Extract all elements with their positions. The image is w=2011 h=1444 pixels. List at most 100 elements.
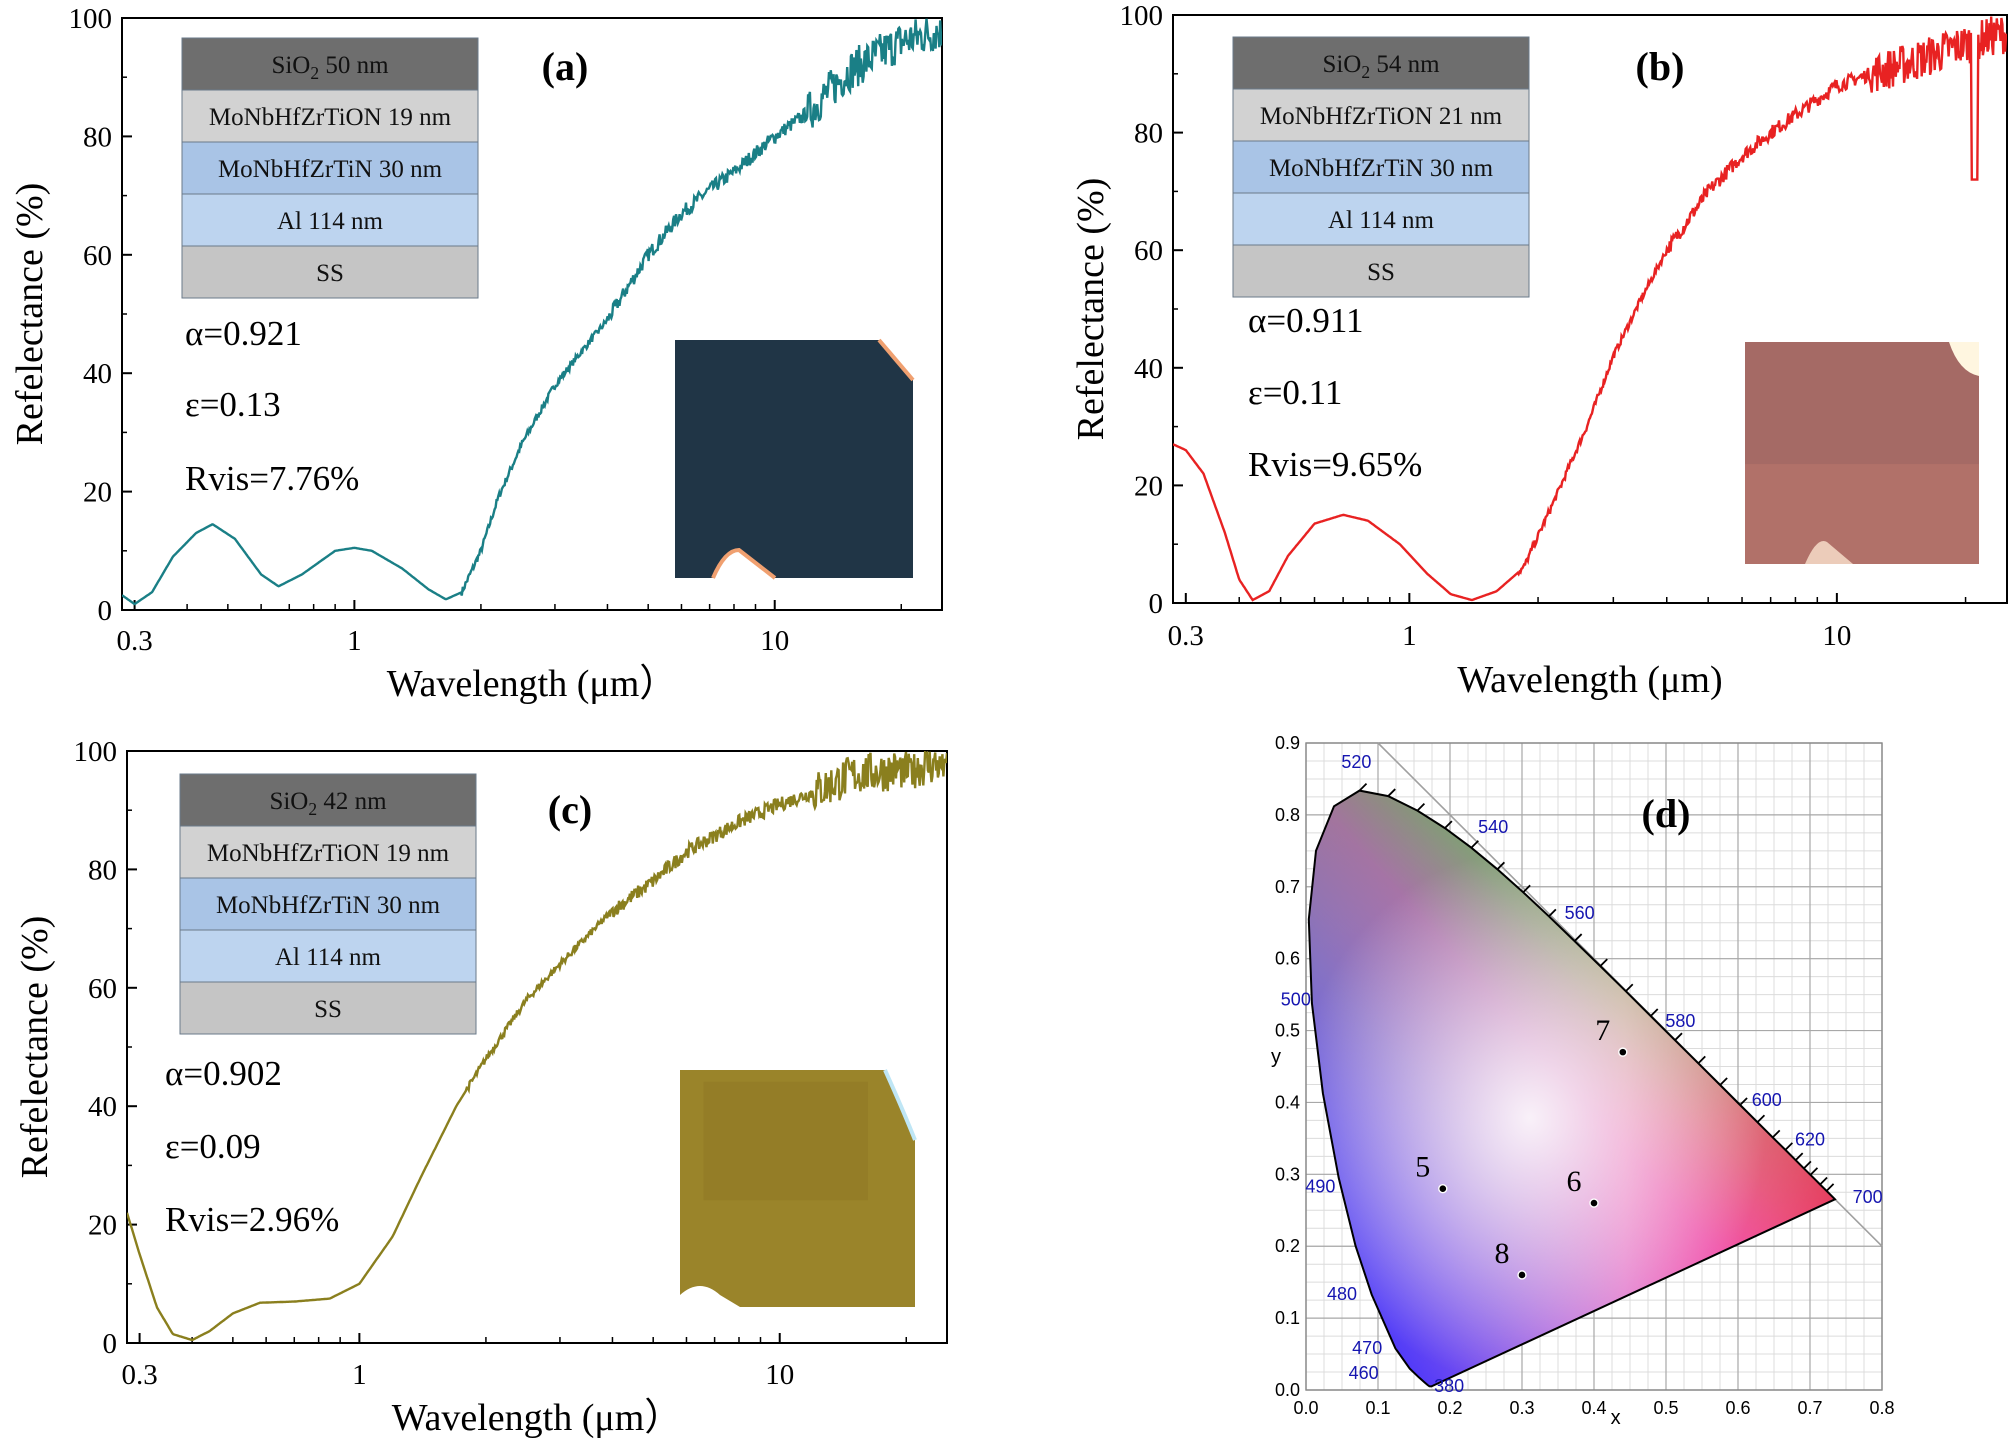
- x-tick-label: 0.3: [1168, 620, 1204, 652]
- sample-photo-corner: [1949, 342, 1979, 376]
- sample-photo-corner: [1805, 540, 1853, 564]
- panel-label: (a): [542, 44, 589, 89]
- locus-tick: [1650, 1008, 1659, 1017]
- y-tick-label: 20: [83, 477, 112, 509]
- y-tick-label: 0: [98, 595, 113, 627]
- sample-photo-corner: [713, 550, 775, 578]
- optical-stat-label: ε=0.13: [185, 385, 281, 424]
- locus-tick: [1674, 1032, 1683, 1041]
- sample-photo-edge-glow: [877, 338, 915, 382]
- panel-label: (c): [548, 787, 592, 832]
- y-tick-label: 0: [1149, 588, 1164, 620]
- x-tick-label: 0.6: [1725, 1398, 1750, 1418]
- sample-photo-shade: [680, 1070, 915, 1307]
- y-tick-label: 0.1: [1275, 1308, 1300, 1328]
- layer-stack-layer: [1232, 88, 1530, 142]
- layer-stack-layer: [1232, 140, 1530, 194]
- sample-point-label: 8: [1495, 1237, 1510, 1270]
- x-axis-label: Wavelength (μm）: [392, 1397, 683, 1439]
- x-tick-label: 1: [1402, 620, 1417, 652]
- x-tick-label: 0.5: [1653, 1398, 1678, 1418]
- locus-tick: [1599, 958, 1608, 967]
- layer-stack-label: MoNbHfZrTiON 21 nm: [1260, 103, 1503, 130]
- layer-stack-layer: [179, 877, 477, 931]
- sample-photo-tint: [1745, 464, 1979, 564]
- locus-tick: [1756, 1114, 1766, 1123]
- plot-area: [127, 751, 947, 1342]
- x-tick-label: 0.2: [1437, 1398, 1462, 1418]
- plot-area: [1173, 16, 2007, 602]
- layer-stack-layer: [1232, 36, 1530, 90]
- wavelength-label: 600: [1752, 1090, 1782, 1110]
- chart-panel-c: 0 20 40 60 80 100 0.3 1 10 Wavelength (μm） Refelec…: [14, 736, 948, 1439]
- layer-stack-label: Al 114 nm: [1328, 207, 1435, 234]
- sample-photo-shade: [675, 340, 913, 578]
- layer-stack-label: MoNbHfZrTiN 30 nm: [216, 892, 441, 919]
- y-tick-label: 0.6: [1275, 949, 1300, 969]
- sample-photo-edge-glow: [883, 1069, 917, 1141]
- sample-photo-surface: [680, 1070, 915, 1307]
- y-tick-label: 20: [88, 1210, 117, 1242]
- optical-stat-label: ε=0.09: [165, 1127, 261, 1166]
- locus-tick: [1387, 788, 1396, 797]
- layer-stack-layer: [179, 773, 477, 827]
- y-tick-label: 80: [83, 121, 112, 153]
- optical-stat-label: ε=0.11: [1248, 373, 1342, 412]
- x-tick-label: 0.4: [1581, 1398, 1606, 1418]
- sample-photo: [680, 1069, 917, 1307]
- wavelength-label: 380: [1434, 1376, 1464, 1396]
- layer-stack-layer: [179, 825, 477, 879]
- chart-panel-a: 0 20 40 60 80 100 0.3 1 10 Wavelength (μm） Refelec…: [9, 3, 943, 705]
- locus-tick: [1795, 1152, 1804, 1161]
- layer-stack-layer: [179, 981, 477, 1035]
- y-tick-label: 0.9: [1275, 733, 1300, 753]
- sample-photo-surface: [1745, 342, 1979, 564]
- x-tick-label: 0.7: [1797, 1398, 1822, 1418]
- locus-tick: [1573, 933, 1583, 942]
- optical-stat-label: α=0.902: [165, 1054, 282, 1093]
- x-tick-label: 10: [760, 625, 789, 657]
- x-tick-label: 0.3: [121, 1359, 157, 1391]
- y-tick-label: 100: [1120, 0, 1164, 32]
- sample-photo-surface: [675, 340, 913, 578]
- sample-point-label: 7: [1595, 1014, 1610, 1047]
- layer-stack-label: MoNbHfZrTiON 19 nm: [207, 840, 450, 867]
- sample-photo: [675, 338, 915, 580]
- wavelength-label: 480: [1327, 1284, 1357, 1304]
- y-tick-label: 40: [83, 358, 112, 390]
- y-tick-label: 60: [1134, 235, 1163, 267]
- locus-tick: [1809, 1167, 1819, 1176]
- layer-stack-label: MoNbHfZrTiON 19 nm: [209, 104, 452, 131]
- plot-area: [122, 18, 942, 606]
- y-axis-label: Refelectance (%): [14, 916, 56, 1179]
- y-tick-label: 0.5: [1275, 1021, 1300, 1041]
- x-axis-label: Wavelength (μm): [1457, 659, 1722, 701]
- sample-photo: [1745, 342, 1979, 564]
- y-tick-label: 0.2: [1275, 1236, 1300, 1256]
- optical-stat-label: Rvis=7.76%: [185, 459, 359, 498]
- sample-chromaticity-point: [1438, 1184, 1448, 1194]
- wavelength-label: 500: [1281, 989, 1311, 1009]
- y-tick-label: 100: [69, 3, 113, 35]
- y-tick-label: 100: [74, 736, 118, 768]
- chart-panel-b: 0 20 40 60 80 100 0.3 1 10 Wavelength (μm) Refelec…: [1070, 0, 2008, 701]
- layer-stack-label: MoNbHfZrTiN 30 nm: [1269, 155, 1494, 182]
- layer-stack-label: SiO2 42 nm: [269, 788, 387, 819]
- locus-tick: [1697, 1055, 1706, 1064]
- y-tick-label: 80: [88, 854, 117, 886]
- y-axis-label: Refelectance (%): [9, 183, 51, 446]
- layer-stack-layer: [181, 37, 479, 91]
- layer-stack-layer: [1232, 192, 1530, 246]
- y-tick-label: 40: [88, 1091, 117, 1123]
- sample-chromaticity-point: [1517, 1270, 1527, 1280]
- layer-stack-label: SS: [316, 260, 344, 287]
- y-tick-label: 20: [1134, 470, 1163, 502]
- y-tick-label: 0.8: [1275, 805, 1300, 825]
- wavelength-label: 490: [1305, 1176, 1335, 1196]
- y-tick-label: 0.7: [1275, 877, 1300, 897]
- y-tick-label: 0.3: [1275, 1164, 1300, 1184]
- x-tick-label: 0.1: [1365, 1398, 1390, 1418]
- layer-stack-label: Al 114 nm: [277, 208, 384, 235]
- x-tick-label: 0.3: [116, 625, 152, 657]
- x-axis-label: x: [1611, 1407, 1621, 1429]
